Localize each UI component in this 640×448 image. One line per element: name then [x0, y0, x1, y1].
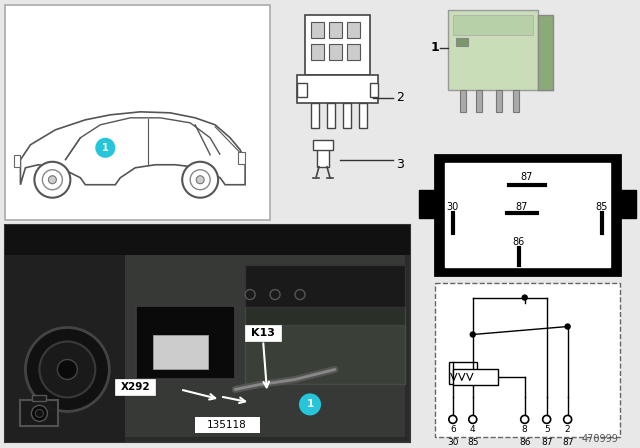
- Text: 86: 86: [513, 237, 525, 247]
- Bar: [313, 140, 333, 150]
- Circle shape: [49, 176, 56, 184]
- Text: 3: 3: [396, 158, 404, 171]
- Bar: [370, 83, 378, 97]
- Bar: [327, 103, 335, 128]
- Circle shape: [35, 162, 70, 198]
- Circle shape: [564, 415, 572, 423]
- Circle shape: [182, 162, 218, 198]
- Circle shape: [196, 176, 204, 184]
- Bar: [449, 362, 477, 384]
- Polygon shape: [20, 112, 245, 185]
- Bar: [15, 155, 20, 167]
- Text: 5: 5: [544, 425, 550, 434]
- Circle shape: [565, 324, 570, 329]
- Bar: [6, 225, 410, 442]
- Circle shape: [295, 289, 305, 300]
- Text: 1: 1: [307, 400, 314, 409]
- Text: 2: 2: [565, 425, 570, 434]
- Circle shape: [35, 409, 44, 418]
- Circle shape: [58, 359, 77, 379]
- Circle shape: [97, 139, 115, 157]
- Text: 470999: 470999: [581, 435, 618, 444]
- Text: 87: 87: [541, 438, 552, 447]
- Bar: [448, 10, 538, 90]
- Bar: [453, 15, 532, 35]
- Circle shape: [270, 289, 280, 300]
- Bar: [317, 145, 329, 167]
- Bar: [297, 75, 378, 103]
- Circle shape: [40, 341, 95, 397]
- Text: 1: 1: [102, 143, 109, 153]
- Bar: [195, 418, 260, 433]
- Text: 85: 85: [595, 202, 608, 212]
- Bar: [329, 22, 342, 38]
- Bar: [311, 44, 324, 60]
- Bar: [245, 265, 405, 306]
- Text: 30: 30: [447, 202, 459, 212]
- Bar: [476, 90, 482, 112]
- Bar: [343, 103, 351, 128]
- Bar: [456, 38, 468, 46]
- Circle shape: [449, 415, 457, 423]
- Bar: [538, 15, 553, 90]
- Circle shape: [300, 394, 320, 414]
- Bar: [6, 225, 410, 254]
- Bar: [445, 163, 609, 267]
- Circle shape: [522, 295, 527, 300]
- Text: 8: 8: [522, 425, 527, 434]
- Circle shape: [26, 327, 109, 411]
- Circle shape: [543, 415, 550, 423]
- Bar: [20, 401, 58, 426]
- Circle shape: [190, 170, 210, 190]
- Bar: [513, 90, 518, 112]
- Circle shape: [245, 289, 255, 300]
- Bar: [435, 155, 620, 275]
- Text: 30: 30: [447, 438, 458, 447]
- Circle shape: [31, 405, 47, 422]
- Text: 86: 86: [519, 438, 531, 447]
- Circle shape: [470, 332, 476, 337]
- Bar: [6, 225, 125, 442]
- Bar: [245, 305, 405, 384]
- Bar: [135, 305, 235, 379]
- Bar: [435, 283, 620, 437]
- Bar: [33, 396, 46, 401]
- Text: 87: 87: [520, 172, 533, 182]
- Bar: [620, 190, 636, 218]
- Text: K13: K13: [251, 327, 275, 337]
- Bar: [6, 5, 270, 220]
- Bar: [460, 90, 466, 112]
- Text: 135118: 135118: [207, 420, 247, 431]
- Bar: [453, 370, 498, 385]
- Text: 6: 6: [450, 425, 456, 434]
- Text: 1: 1: [431, 41, 439, 54]
- Bar: [496, 90, 502, 112]
- Bar: [245, 324, 281, 340]
- Bar: [238, 152, 245, 164]
- Bar: [305, 15, 370, 75]
- Text: 4: 4: [470, 425, 476, 434]
- Bar: [347, 22, 360, 38]
- Bar: [115, 379, 156, 396]
- Text: X292: X292: [120, 383, 150, 392]
- Bar: [359, 103, 367, 128]
- Circle shape: [42, 170, 62, 190]
- Bar: [419, 190, 435, 218]
- Bar: [329, 44, 342, 60]
- Bar: [311, 103, 319, 128]
- Circle shape: [468, 415, 477, 423]
- Bar: [153, 335, 208, 370]
- Circle shape: [521, 415, 529, 423]
- Bar: [297, 83, 307, 97]
- Bar: [347, 44, 360, 60]
- Text: 87: 87: [515, 202, 528, 212]
- Bar: [311, 22, 324, 38]
- Text: 87: 87: [562, 438, 573, 447]
- Text: 85: 85: [467, 438, 479, 447]
- Bar: [10, 230, 405, 437]
- Text: 2: 2: [396, 91, 404, 104]
